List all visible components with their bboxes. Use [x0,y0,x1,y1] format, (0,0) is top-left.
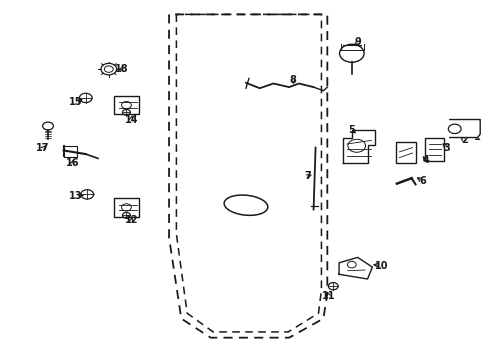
Text: 13: 13 [69,191,83,201]
Text: 2: 2 [461,135,468,145]
Text: 14: 14 [124,114,138,125]
Text: 16: 16 [66,158,79,168]
Text: 5: 5 [348,125,355,135]
Polygon shape [450,120,480,138]
Text: 10: 10 [374,261,388,271]
Text: 15: 15 [69,96,83,107]
Text: 6: 6 [419,176,426,186]
Text: 11: 11 [321,291,335,301]
Text: 1: 1 [474,132,481,142]
Text: 7: 7 [304,171,311,181]
Text: 4: 4 [423,155,430,165]
Text: 9: 9 [354,37,361,48]
Text: 18: 18 [115,64,128,74]
Text: 17: 17 [36,143,50,153]
Text: 3: 3 [443,143,450,153]
Text: 8: 8 [290,75,296,85]
Text: 12: 12 [124,215,138,225]
